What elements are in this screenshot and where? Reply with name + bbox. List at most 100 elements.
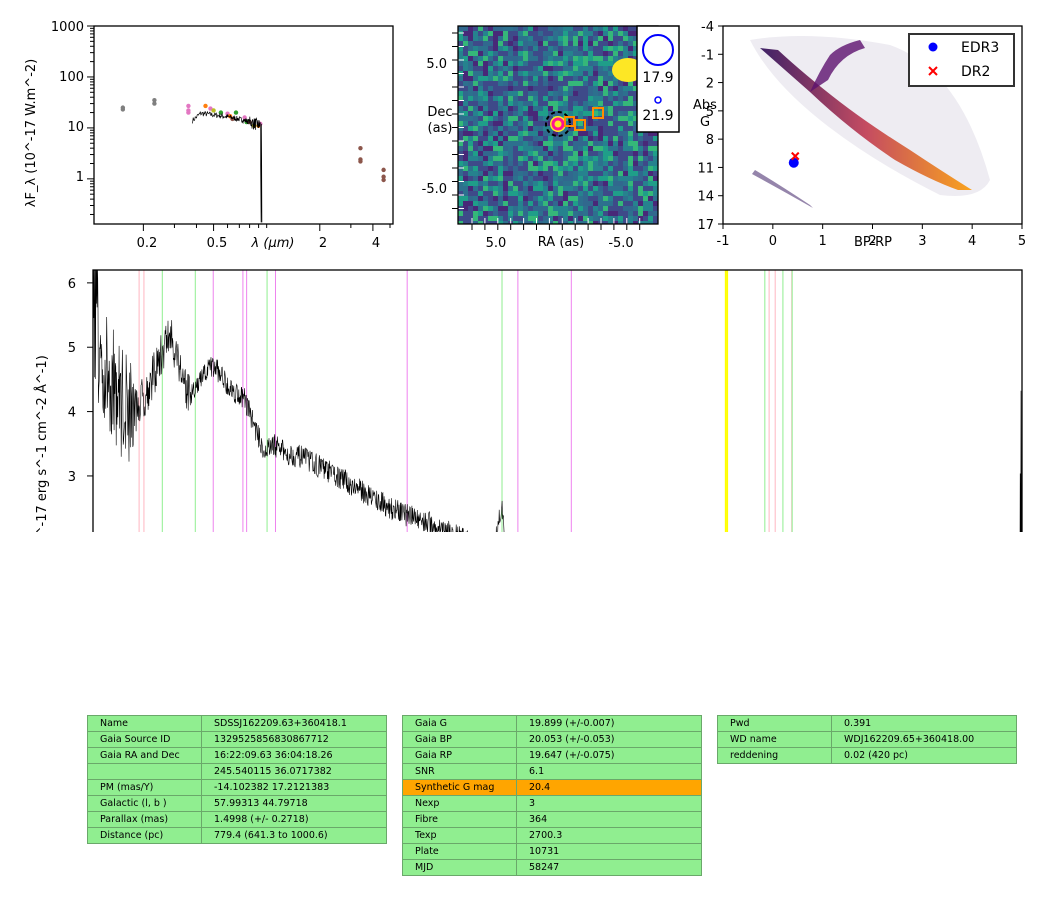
- image-pixel: [618, 221, 623, 224]
- image-pixel: [523, 136, 528, 141]
- image-pixel: [553, 156, 558, 161]
- sed-photometry-point: [120, 107, 126, 112]
- image-pixel: [588, 26, 593, 31]
- image-pixel: [598, 31, 603, 36]
- image-pixel: [513, 136, 518, 141]
- image-pixel: [583, 146, 588, 151]
- image-pixel: [543, 91, 548, 96]
- image-pixel: [608, 111, 613, 116]
- table-value-cell: 1.4998 (+/- 0.2718): [201, 811, 387, 828]
- image-pixel: [578, 101, 583, 106]
- image-pixel: [533, 196, 538, 201]
- image-pixel: [643, 136, 648, 141]
- image-pixel: [538, 156, 543, 161]
- image-pixel: [468, 56, 473, 61]
- table-key-cell: Synthetic G mag: [402, 779, 517, 796]
- image-pixel: [503, 206, 508, 211]
- image-pixel: [583, 76, 588, 81]
- image-pixel: [583, 106, 588, 111]
- image-pixel: [638, 131, 643, 136]
- image-pixel: [568, 136, 573, 141]
- image-pixel: [623, 96, 628, 101]
- image-pixel: [568, 121, 573, 126]
- image-pixel: [528, 116, 533, 121]
- image-pixel: [513, 51, 518, 56]
- image-pixel: [493, 41, 498, 46]
- image-pixel: [493, 86, 498, 91]
- image-pixel: [548, 141, 553, 146]
- image-pixel: [488, 71, 493, 76]
- hrd-wd-sequence: [752, 170, 813, 208]
- image-pixel: [518, 206, 523, 211]
- image-pixel: [553, 61, 558, 66]
- image-pixel: [458, 96, 463, 101]
- image-pixel: [598, 41, 603, 46]
- image-pixel: [513, 66, 518, 71]
- image-pixel: [463, 56, 468, 61]
- image-pixel: [463, 91, 468, 96]
- image-pixel: [548, 96, 553, 101]
- image-pixel: [588, 116, 593, 121]
- image-pixel: [588, 131, 593, 136]
- legend-small-circle: [654, 96, 662, 104]
- image-pixel: [508, 121, 513, 126]
- table-key-cell: Nexp: [402, 795, 517, 812]
- image-pixel: [538, 211, 543, 216]
- image-pixel: [538, 196, 543, 201]
- image-pixel: [478, 126, 483, 131]
- legend-edr3-marker: [928, 42, 938, 52]
- image-pixel: [628, 51, 633, 56]
- image-pixel: [538, 221, 543, 224]
- hrd-main-sequence: [760, 48, 972, 190]
- image-pixel: [633, 206, 638, 211]
- image-pixel: [558, 176, 563, 181]
- image-pixel: [518, 126, 523, 131]
- image-pixel: [503, 146, 508, 151]
- image-pixel: [528, 26, 533, 31]
- image-pixel: [533, 56, 538, 61]
- image-pixel: [513, 36, 518, 41]
- image-pixel: [523, 146, 528, 151]
- image-pixel: [538, 171, 543, 176]
- image-pixel: [603, 161, 608, 166]
- image-pixel: [648, 156, 653, 161]
- image-pixel: [473, 221, 478, 224]
- image-pixel: [553, 136, 558, 141]
- table-row: Distance (pc) 779.4 (641.3 to 1000.6): [87, 827, 387, 844]
- image-pixel: [648, 171, 653, 176]
- image-pixel: [558, 211, 563, 216]
- hrd-xtick: 0: [769, 234, 777, 249]
- image-pixel: [523, 126, 528, 131]
- image-pixel: [483, 181, 488, 186]
- image-pixel: [548, 151, 553, 156]
- image-pixel: [473, 206, 478, 211]
- image-pixel: [463, 71, 468, 76]
- image-pixel: [488, 36, 493, 41]
- image-pixel: [618, 151, 623, 156]
- image-pixel: [483, 201, 488, 206]
- image-pixel: [563, 71, 568, 76]
- table-value-cell: 19.647 (+/-0.075): [516, 747, 702, 764]
- image-pixel: [593, 111, 598, 116]
- image-pixel: [498, 26, 503, 31]
- image-pixel: [633, 171, 638, 176]
- image-pixel: [608, 26, 613, 31]
- image-pixel: [478, 106, 483, 111]
- image-pixel: [608, 201, 613, 206]
- image-pixel: [643, 161, 648, 166]
- image-pixel: [498, 156, 503, 161]
- img-ylabel: Dec: [427, 105, 452, 120]
- image-pixel: [568, 171, 573, 176]
- image-pixel: [588, 221, 593, 224]
- image-pixel: [603, 26, 608, 31]
- image-pixel: [643, 141, 648, 146]
- image-pixel: [518, 91, 523, 96]
- image-pixel: [538, 86, 543, 91]
- image-pixel: [473, 181, 478, 186]
- image-pixel: [463, 211, 468, 216]
- image-pixel: [598, 126, 603, 131]
- image-pixel: [503, 141, 508, 146]
- orange-square-marker: [592, 107, 604, 119]
- image-pixel: [533, 86, 538, 91]
- spectrum-line: [93, 270, 1022, 532]
